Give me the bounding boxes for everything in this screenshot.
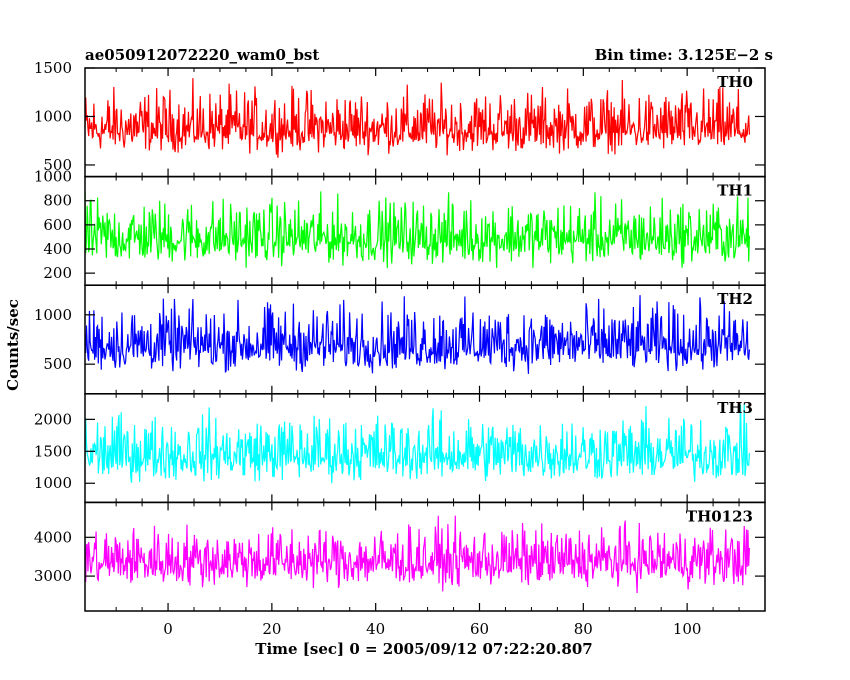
- series-line-th2: [84, 295, 751, 374]
- y-tick-label: 500: [43, 156, 72, 174]
- x-axis-label: Time [sec] 0 = 2005/09/12 07:22:20.807: [255, 640, 592, 658]
- series-label-th0123: TH0123: [686, 507, 753, 525]
- x-tick-label: 0: [163, 620, 173, 638]
- y-tick-label: 1000: [34, 474, 72, 492]
- series-line-th0: [84, 78, 751, 158]
- series-line-th1: [84, 191, 751, 269]
- y-tick-label: 1500: [34, 442, 72, 460]
- x-tick-label: 80: [574, 620, 593, 638]
- x-tick-label: 60: [470, 620, 489, 638]
- y-tick-label: 1000: [34, 168, 72, 186]
- chart-title-left: ae050912072220_wam0_bst: [85, 46, 319, 64]
- y-tick-label: 1000: [34, 306, 72, 324]
- panel-frame: [84, 393, 766, 504]
- x-tick-label: 100: [673, 620, 702, 638]
- y-tick-label: 400: [43, 240, 72, 258]
- series-label-th3: TH3: [717, 399, 753, 417]
- panel-frame: [84, 501, 766, 612]
- y-tick-label: 3000: [34, 567, 72, 585]
- series-label-th1: TH1: [717, 182, 753, 200]
- y-tick-label: 1500: [34, 59, 72, 77]
- y-tick-label: 800: [43, 192, 72, 210]
- x-tick-label: 20: [262, 620, 281, 638]
- y-axis-label: Counts/sec: [4, 299, 22, 391]
- series-label-th2: TH2: [717, 290, 753, 308]
- series-line-th0123: [84, 515, 751, 594]
- y-tick-label: 1000: [34, 107, 72, 125]
- chart-title-right: Bin time: 3.125E−2 s: [595, 46, 773, 64]
- series-label-th0: TH0: [717, 73, 753, 91]
- x-tick-label: 40: [366, 620, 385, 638]
- y-tick-label: 500: [43, 355, 72, 373]
- y-tick-label: 200: [43, 264, 72, 282]
- y-tick-label: 600: [43, 216, 72, 234]
- y-tick-label: 4000: [34, 528, 72, 546]
- series-line-th3: [84, 404, 751, 484]
- y-tick-label: 2000: [34, 410, 72, 428]
- panels: 50010001500TH02004006008001000TH15001000…: [34, 59, 766, 638]
